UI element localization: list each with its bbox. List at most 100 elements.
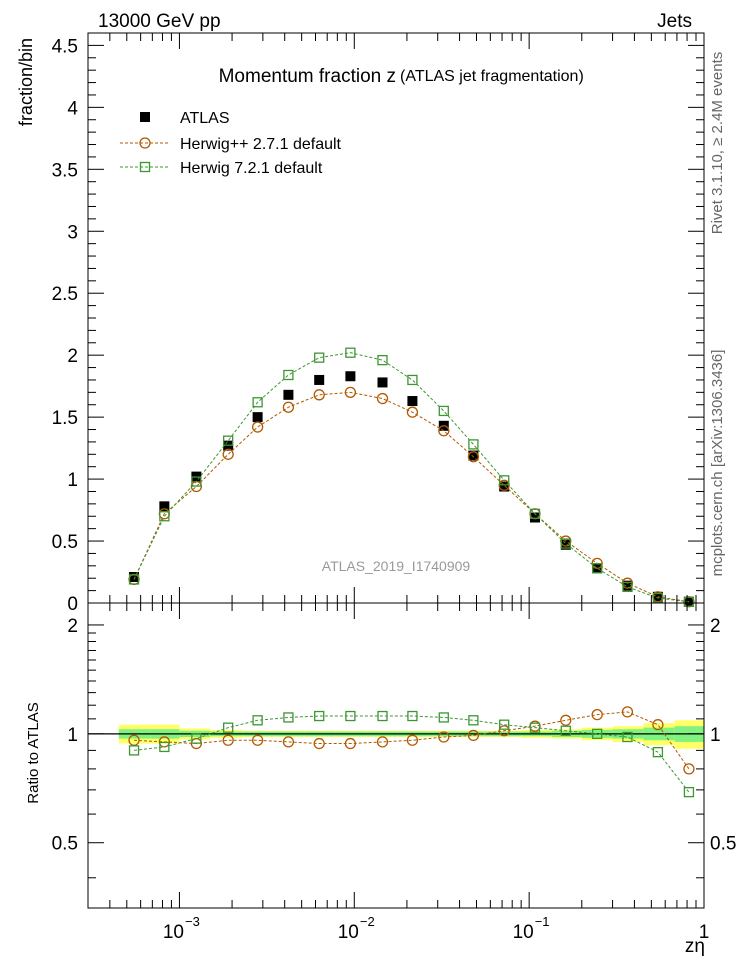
data-point — [529, 508, 541, 519]
x-axis-label: zη — [685, 936, 705, 957]
ratio-point — [252, 715, 263, 726]
ratio-y-tick-label-right: 2 — [710, 616, 721, 637]
x-tick-label: 10 — [163, 922, 184, 943]
legend-label: ATLAS — [180, 110, 230, 127]
analysis-watermark: ATLAS_2019_I1740909 — [322, 558, 471, 574]
ratio-point — [683, 786, 695, 798]
ratio-series-line — [133, 715, 690, 793]
data-point — [129, 571, 140, 582]
ratio-point — [222, 734, 234, 746]
ratio-point — [314, 710, 325, 722]
data-point — [252, 397, 263, 408]
header-energy-label: 13000 GeV pp — [98, 11, 221, 32]
data-point — [467, 451, 480, 463]
data-point — [191, 476, 202, 487]
ratio-point — [344, 737, 357, 750]
ratio-point — [407, 710, 418, 722]
ratio-point — [592, 728, 603, 739]
ratio-point — [467, 729, 480, 742]
ratio-point — [191, 733, 202, 744]
data-point — [499, 475, 510, 486]
rivet-label: Rivet 3.1.10, ≥ 2.4M events — [709, 52, 726, 235]
data-point — [406, 406, 419, 418]
ratio-point — [468, 715, 479, 726]
ratio-y-tick-label-left: 0.5 — [52, 834, 78, 855]
legend-marker — [139, 161, 151, 173]
main-plot-area — [128, 347, 695, 608]
ratio-point — [560, 714, 572, 726]
data-point — [223, 435, 234, 446]
ratio-point — [652, 746, 664, 758]
data-point — [252, 412, 263, 423]
ratio-point — [438, 731, 450, 743]
ratio-point — [499, 719, 510, 730]
main-y-tick-label: 0 — [67, 594, 78, 615]
data-point — [560, 538, 571, 549]
ratio-y-tick-label-left: 2 — [67, 616, 78, 637]
ratio-y-tick-label-right: 0.5 — [710, 834, 736, 855]
x-tick-label: 1 — [699, 922, 710, 943]
data-point — [438, 405, 449, 417]
ratio-axes: 10−310−210−110.5 0.51 12 2 — [52, 602, 736, 943]
ratio-frame — [87, 602, 705, 909]
legend-marker — [139, 137, 151, 149]
data-point — [592, 563, 603, 574]
ratio-point — [345, 710, 356, 722]
main-axes: 0 0.5 1 1.5 2 2.5 3 3.5 4 4.5 — [52, 32, 705, 615]
header-process-label: Jets — [657, 11, 692, 32]
main-y-tick-label: 3.5 — [52, 160, 78, 181]
ratio-point — [529, 722, 541, 733]
data-point — [499, 481, 510, 492]
main-y-tick-label: 1 — [67, 470, 78, 491]
data-point — [407, 374, 418, 386]
main-y-tick-label: 2 — [67, 346, 78, 367]
ratio-point — [223, 722, 234, 733]
ratio-point — [498, 725, 510, 737]
ratio-point — [283, 712, 294, 723]
ratio-point — [128, 745, 140, 756]
plot-title: Momentum fraction z — [219, 66, 396, 87]
data-point — [282, 401, 295, 413]
plot-subtitle-text: (ATLAS jet fragmentation) — [400, 68, 584, 85]
ratio-point — [282, 736, 295, 748]
legend: ATLAS Herwig++ 2.7.1 default Herwig 7.2.1 … — [120, 110, 342, 177]
ratio-point — [159, 741, 170, 753]
ratio-panel: 10−310−210−110.5 0.51 12 2 Ratio to ATLAS z… — [25, 602, 736, 957]
main-panel: 0 0.5 1 1.5 2 2.5 3 3.5 4 4.5 Momentum fraction z… — [16, 32, 705, 615]
main-y-tick-label: 0.5 — [52, 532, 78, 553]
mcplots-label: mcplots.cern.ch [arXiv:1306.3436] — [709, 350, 726, 577]
data-point — [560, 539, 571, 550]
legend-label: Herwig++ 2.7.1 default — [180, 136, 342, 153]
x-tick-label: 10 — [338, 922, 359, 943]
data-point — [468, 439, 479, 450]
ratio-point — [438, 712, 449, 723]
legend-label: Herwig 7.2.1 default — [180, 160, 323, 177]
main-y-axis-label: fraction/bin — [16, 38, 36, 126]
x-tick-label: 10 — [513, 922, 534, 943]
data-point — [622, 581, 633, 593]
ratio-series-herwig7 — [128, 710, 695, 798]
data-point — [344, 386, 357, 398]
ratio-series-line — [134, 711, 690, 770]
data-point — [376, 392, 389, 405]
data-point — [438, 425, 450, 437]
ratio-point — [683, 763, 695, 775]
data-point — [128, 574, 140, 585]
plot-subtitle: (ATLAS jet fragmentation) — [400, 68, 584, 85]
ratio-y-tick-label-left: 1 — [67, 725, 78, 746]
ratio-point — [591, 708, 603, 721]
data-point — [622, 580, 633, 591]
ratio-y-axis-label: Ratio to ATLAS — [25, 702, 42, 803]
ratio-series-herwig-pp — [128, 706, 695, 775]
x-tick-label-exponent: −2 — [360, 914, 375, 929]
data-point — [314, 374, 325, 385]
ratio-y-tick-label-right: 1 — [710, 725, 721, 746]
main-y-tick-label: 1.5 — [52, 408, 78, 429]
ratio-point — [377, 710, 388, 722]
data-point — [314, 352, 325, 363]
data-point — [683, 596, 695, 607]
ratio-point — [376, 736, 389, 748]
ratio-point — [251, 734, 264, 746]
data-point — [251, 421, 264, 433]
